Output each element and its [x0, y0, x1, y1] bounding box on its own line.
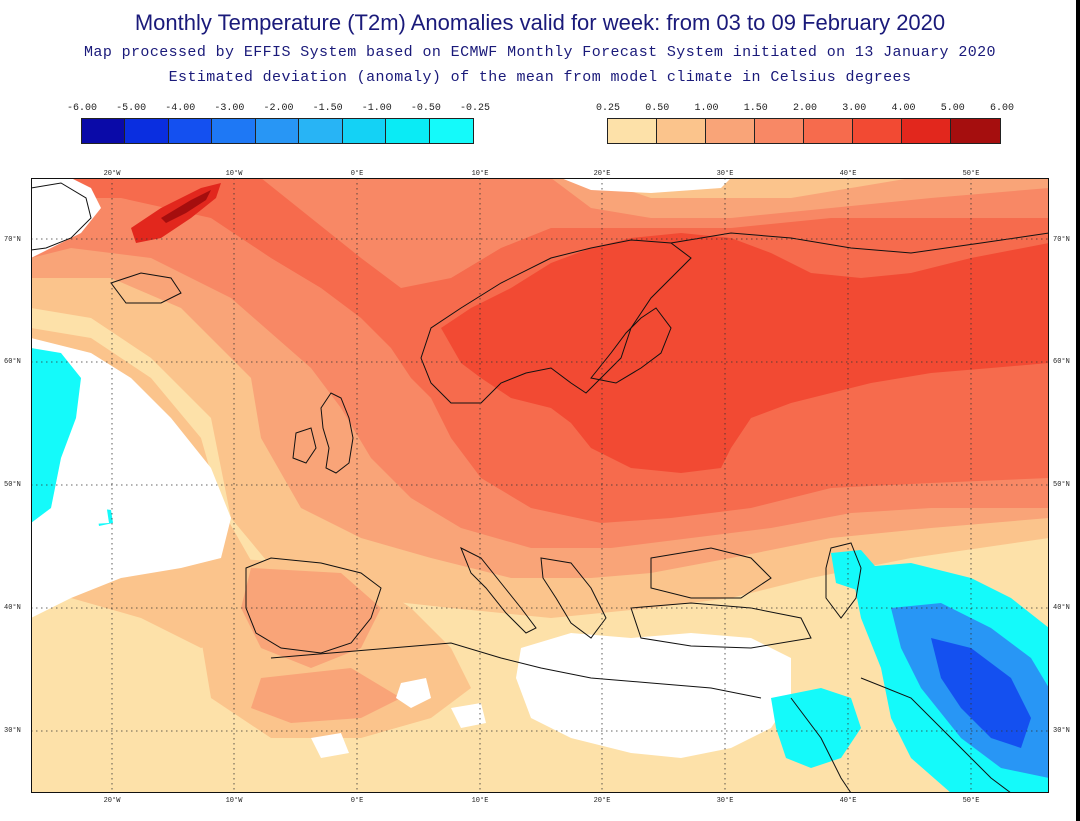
longitude-label: 20°W — [103, 797, 121, 805]
caspian-cyan — [831, 550, 881, 593]
legend-label: -1.50 — [312, 103, 343, 114]
africa-white-blob-2 — [451, 703, 486, 728]
longitude-label: 50°E — [962, 797, 980, 805]
longitude-label: 20°E — [593, 170, 611, 178]
longitude-label: 0°E — [350, 170, 364, 178]
legend-label: 6.00 — [989, 103, 1015, 114]
latitude-label: 70°N — [4, 236, 21, 244]
legend-label: 4.00 — [891, 103, 916, 114]
longitude-label: 30°E — [716, 170, 734, 178]
latitude-label: 60°N — [4, 358, 21, 366]
legend-swatch — [255, 119, 300, 143]
legend-swatch — [608, 119, 657, 143]
legend-positive-colorbar — [607, 118, 1001, 144]
latitude-label: 50°N — [4, 481, 21, 489]
africa-white-blob-3 — [311, 733, 349, 758]
red-core-scandinavia-russia — [441, 233, 1049, 473]
legend-label: 3.00 — [842, 103, 867, 114]
longitude-label: 20°W — [103, 170, 121, 178]
longitude-label: 0°E — [350, 797, 364, 805]
legend-label: -4.00 — [165, 103, 196, 114]
legend-label: -6.00 — [66, 103, 98, 114]
latitude-label: 30°N — [1053, 727, 1070, 735]
atlantic-white-blob — [91, 503, 109, 524]
legend-swatch — [804, 119, 853, 143]
latitude-label: 30°N — [4, 727, 21, 735]
coastlines — [31, 182, 1049, 793]
map-subtitle-units: Estimated deviation (anomaly) of the mea… — [168, 69, 912, 86]
middle-east-blue — [931, 638, 1031, 748]
legend-swatch — [386, 119, 430, 143]
legend-swatch — [125, 119, 169, 143]
legend-swatch — [755, 119, 804, 143]
legend-label: 2.00 — [792, 103, 818, 114]
legend-negative-colorbar — [81, 118, 474, 144]
longitude-label: 10°W — [225, 170, 243, 178]
legend-swatch — [706, 119, 755, 143]
longitude-label: 40°E — [839, 797, 857, 805]
longitude-label: 10°E — [471, 797, 489, 805]
legend-negative-labels: -6.00 -5.00 -4.00 -3.00 -2.00 -1.50 -1.00 -0.50… — [67, 103, 490, 115]
legend-swatch — [853, 119, 902, 143]
anomaly-map — [31, 178, 1049, 793]
map-title: Monthly Temperature (T2m) Anomalies vali… — [134, 10, 946, 35]
iberia-orange — [241, 568, 381, 668]
legend-label: 1.00 — [694, 103, 719, 114]
legend-label: -1.00 — [361, 103, 392, 114]
legend-swatch — [212, 119, 256, 143]
west-atlantic-cyan — [31, 348, 81, 523]
latitude-label: 50°N — [1053, 481, 1070, 489]
latitude-label: 60°N — [1053, 358, 1070, 366]
legend-label: 1.50 — [743, 103, 768, 114]
latitude-label: 40°N — [1053, 604, 1070, 612]
legend-swatch — [168, 119, 213, 143]
legend-label: 5.00 — [940, 103, 965, 114]
latitude-label: 70°N — [1053, 236, 1070, 244]
longitude-label: 50°E — [962, 170, 980, 178]
legend-label: -0.50 — [410, 103, 441, 114]
frame-right-edge — [1076, 0, 1080, 821]
map-subtitle-source: Map processed by EFFIS System based on E… — [84, 44, 996, 61]
arctic-white-strip — [561, 178, 731, 193]
north-africa-orange — [251, 668, 401, 723]
longitude-label: 20°E — [593, 797, 611, 805]
legend-positive-labels: 0.25 0.50 1.00 1.50 2.00 3.00 4.00 5.00 6.00 — [596, 103, 1014, 115]
longitude-label: 10°E — [471, 170, 489, 178]
legend-label: -5.00 — [116, 103, 147, 114]
mediterranean-white — [516, 633, 791, 758]
legend-swatch — [902, 119, 951, 143]
longitude-label: 30°E — [716, 797, 734, 805]
legend-swatch — [429, 119, 473, 143]
eastern-med-cyan — [771, 688, 861, 768]
legend-swatch — [951, 119, 1000, 143]
legend-label: 0.50 — [645, 103, 670, 114]
legend-label: -0.25 — [459, 103, 491, 114]
legend-swatch — [342, 119, 387, 143]
legend-swatch — [299, 119, 343, 143]
legend-swatch — [82, 119, 126, 143]
latitude-label: 40°N — [4, 604, 21, 612]
legend-label: -2.00 — [263, 103, 294, 114]
longitude-label: 10°W — [225, 797, 243, 805]
longitude-label: 40°E — [839, 170, 857, 178]
greenland-white — [31, 178, 101, 258]
legend-label: 0.25 — [595, 103, 621, 114]
west-atlantic-white — [31, 338, 231, 618]
legend-label: -3.00 — [214, 103, 245, 114]
africa-white-blob-1 — [396, 678, 431, 708]
dark-red-streak-inner — [161, 190, 211, 223]
legend-swatch — [657, 119, 706, 143]
